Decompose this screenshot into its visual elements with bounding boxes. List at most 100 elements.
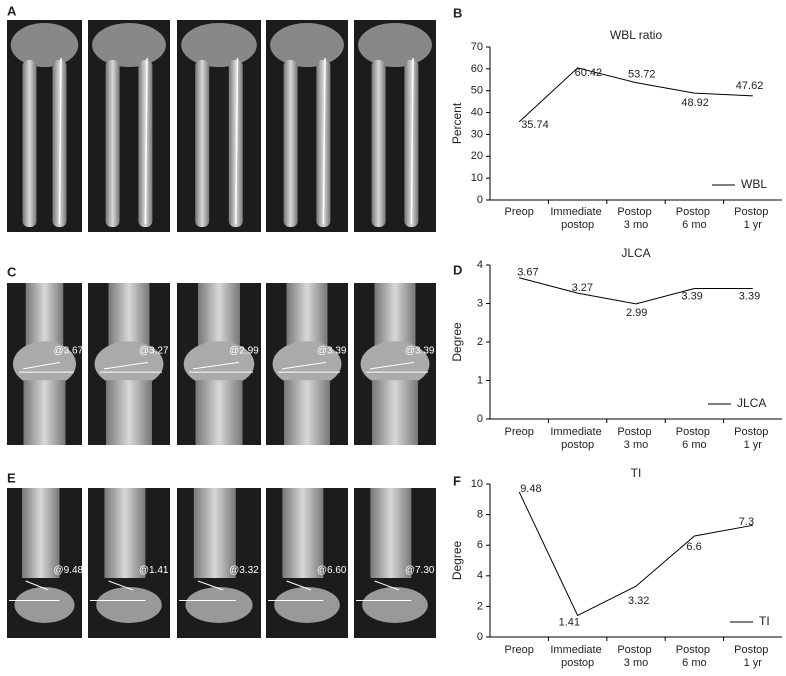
- knee: [13, 341, 76, 387]
- weight-line: [58, 57, 62, 225]
- pelvis: [270, 23, 344, 67]
- data-label: 3.32: [628, 595, 649, 607]
- y-tick-label: 6: [477, 539, 483, 551]
- data-label: 3.67: [517, 267, 538, 279]
- jl-line: [103, 361, 149, 370]
- y-tick-label: 1: [477, 374, 483, 386]
- data-label: 35.74: [521, 119, 549, 131]
- x-tick-label: Postop 3 mo: [617, 644, 654, 669]
- x-tick-label: Preop: [505, 426, 534, 438]
- y-axis-label: Degree: [450, 540, 464, 580]
- y-axis-label: Degree: [450, 322, 464, 362]
- data-line: [519, 277, 753, 305]
- annotation: @3.27: [139, 346, 169, 357]
- tibia: [284, 380, 330, 445]
- pelvis: [358, 23, 432, 67]
- chart-title: WBL ratio: [610, 28, 663, 42]
- panel-label: A: [7, 3, 17, 18]
- data-label: 2.99: [626, 307, 647, 319]
- data-line: [518, 491, 753, 617]
- data-label: 47.62: [736, 80, 764, 92]
- chart-title: JLCA: [621, 246, 650, 260]
- y-tick-label: 4: [477, 259, 483, 271]
- leg-bone: [316, 60, 331, 227]
- annotation: @3.67: [54, 346, 84, 357]
- x-tick-label: Postop 3 mo: [617, 426, 654, 451]
- leg-bone: [228, 60, 243, 227]
- y-tick-label: 0: [477, 413, 483, 425]
- panel-label: D: [453, 262, 462, 277]
- data-label: 1.41: [559, 616, 580, 628]
- data-label: 3.27: [572, 282, 593, 294]
- leg-bone: [371, 60, 386, 227]
- ankle: [362, 587, 428, 623]
- x-tick-label: Postop 3 mo: [617, 206, 654, 231]
- x-tick-label: Postop 6 mo: [676, 206, 713, 231]
- weight-line: [235, 57, 239, 225]
- jl-line: [281, 361, 327, 370]
- y-tick-label: 70: [471, 41, 483, 53]
- femur: [374, 283, 416, 348]
- tibia: [193, 488, 236, 578]
- y-tick-label: 3: [477, 297, 483, 309]
- y-tick-label: 60: [471, 63, 483, 75]
- data-line: [518, 67, 753, 123]
- knee: [183, 341, 255, 387]
- knee: [94, 341, 164, 387]
- radiographs: @3.67 @3.27 @2.99 @3.39 @3.39 @9.48 @1.41 @3.32…: [7, 20, 436, 638]
- x-tick-label: Preop: [505, 644, 534, 656]
- y-tick-label: 0: [477, 631, 483, 643]
- x-tick-label: Postop 1 yr: [734, 644, 771, 669]
- tibia: [106, 380, 152, 445]
- jl-line: [192, 361, 240, 370]
- x-tick-label: Immediate postop: [550, 644, 604, 669]
- x-tick-label: Postop 1 yr: [734, 206, 771, 231]
- y-axis-label: Percent: [450, 102, 464, 144]
- y-tick-label: 20: [471, 150, 483, 162]
- tibia: [372, 380, 418, 445]
- annotation: @9.48: [54, 565, 84, 576]
- panel-label: B: [453, 5, 462, 20]
- data-label: 7.3: [739, 516, 754, 528]
- x-tick-label: Postop 1 yr: [734, 426, 771, 451]
- tibia: [23, 380, 66, 445]
- y-tick-label: 10: [471, 172, 483, 184]
- y-tick-label: 30: [471, 128, 483, 140]
- legend-label: WBL: [741, 177, 767, 191]
- leg-bone: [22, 60, 37, 227]
- annotation: @1.41: [139, 565, 169, 576]
- ankle: [14, 587, 75, 623]
- knee: [360, 341, 430, 387]
- tibia: [282, 488, 324, 578]
- femur: [25, 283, 64, 348]
- femur: [286, 283, 328, 348]
- panel-label: C: [7, 264, 17, 279]
- x-tick-label: Immediate postop: [550, 206, 604, 231]
- knee: [272, 341, 342, 387]
- data-label: 9.48: [520, 483, 541, 495]
- weight-line: [410, 57, 414, 225]
- y-tick-label: 50: [471, 85, 483, 97]
- ti-line: [108, 580, 134, 591]
- y-tick-label: 4: [477, 570, 483, 582]
- legend-label: JLCA: [737, 396, 766, 410]
- annotation: @7.30: [405, 565, 435, 576]
- data-label: 53.72: [628, 68, 656, 80]
- ti-line: [197, 580, 224, 591]
- leg-bone: [195, 60, 210, 227]
- tibia: [195, 380, 243, 445]
- pelvis: [181, 23, 257, 67]
- y-tick-label: 10: [471, 478, 483, 490]
- y-tick-label: 2: [477, 600, 483, 612]
- annotation: @3.39: [317, 346, 347, 357]
- data-label: 48.92: [681, 97, 709, 109]
- leg-bone: [404, 60, 419, 227]
- panel-label: F: [453, 473, 461, 488]
- y-tick-label: 2: [477, 336, 483, 348]
- ti-line: [25, 580, 49, 591]
- data-label: 3.39: [681, 290, 702, 302]
- annotation: @3.39: [405, 346, 435, 357]
- ankle: [185, 587, 253, 623]
- data-label: 3.39: [739, 290, 760, 302]
